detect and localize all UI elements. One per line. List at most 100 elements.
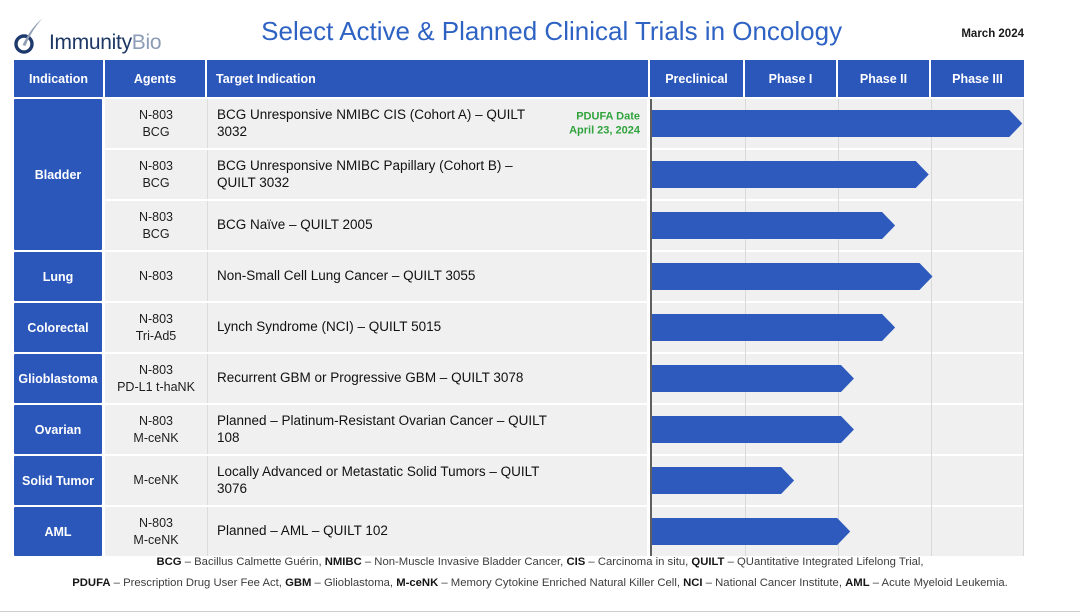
- target-indication-cell: Planned – Platinum-Resistant Ovarian Can…: [207, 405, 647, 454]
- phase-progress-bar: [652, 416, 854, 443]
- footnote-term: CIS: [566, 556, 586, 568]
- bottom-divider: [0, 611, 1080, 612]
- phase-chart-cell: [650, 507, 1024, 556]
- logo-wordmark: ImmunityBio: [49, 31, 162, 55]
- footnotes: BCG – Bacillus Calmette Guérin, NMIBC – …: [0, 556, 1080, 598]
- footnote-term: QUILT: [691, 556, 725, 568]
- indication-cell-bladder: Bladder: [14, 99, 102, 250]
- phase-gridline: [1023, 99, 1024, 556]
- phase-chart-cell: [650, 201, 1024, 250]
- agent-name: N-803: [138, 414, 174, 428]
- footnote-term: NMIBC: [324, 556, 362, 568]
- agent-name: N-803: [138, 269, 174, 284]
- page-title: Select Active & Planned Clinical Trials …: [261, 16, 843, 46]
- target-indication-cell: Recurrent GBM or Progressive GBM – QUILT…: [207, 354, 647, 403]
- phase-progress-bar: [652, 212, 895, 239]
- agents-cell: N-803 BCG: [105, 150, 207, 199]
- pdufa-date-note: PDUFA Date April 23, 2024: [569, 109, 640, 138]
- clinical-trials-table: Indication Agents Target Indication Preclin…: [14, 60, 1024, 556]
- phase-progress-bar: [652, 518, 850, 545]
- agent-name: BCG: [142, 175, 170, 190]
- indication-cell-solid-tumor: Solid Tumor: [14, 456, 102, 505]
- target-indication-cell: BCG Unresponsive NMIBC CIS (Cohort A) – …: [207, 99, 647, 148]
- column-header: Phase I: [745, 60, 838, 97]
- phase-chart-cell: [650, 303, 1024, 352]
- table-header-row: Indication Agents Target Indication Preclin…: [14, 60, 1024, 97]
- footnote-term: GBM: [285, 577, 312, 589]
- agents-cell: N-803: [105, 252, 207, 301]
- target-indication-cell: BCG Naïve – QUILT 2005: [207, 201, 647, 250]
- quill-circle-icon: [14, 18, 43, 54]
- column-header: Phase II: [838, 60, 931, 97]
- agents-cell: N-803 PD-L1 t-haNK: [105, 354, 207, 403]
- phase-progress-bar: [652, 110, 1022, 137]
- agent-name: N-803: [138, 108, 174, 122]
- agents-cell: N-803 BCG: [105, 201, 207, 250]
- indication-cell-ovarian: Ovarian: [14, 405, 102, 454]
- agent-name: N-803: [138, 312, 174, 326]
- trial-name: Recurrent GBM or Progressive GBM – QUILT…: [217, 370, 524, 386]
- agent-name: N-803: [138, 159, 174, 173]
- target-indication-cell: Locally Advanced or Metastatic Solid Tum…: [207, 456, 647, 505]
- column-header: Indication: [14, 60, 105, 97]
- footnote-line: PDUFA – Prescription Drug User Fee Act, …: [72, 577, 1008, 589]
- trial-name: Planned – Platinum-Resistant Ovarian Can…: [217, 413, 547, 445]
- agents-cell: N-803 M-ceNK: [105, 507, 207, 556]
- footnote-term: AML: [845, 577, 870, 589]
- indication-cell-colorectal: Colorectal: [14, 303, 102, 352]
- phase-chart-cell: [650, 456, 1024, 505]
- chart-axis-line: [650, 99, 652, 556]
- agents-cell: N-803 M-ceNK: [105, 405, 207, 454]
- agent-name: M-ceNK: [133, 532, 179, 547]
- phase-progress-bar: [652, 161, 929, 188]
- agent-name: N-803: [138, 363, 174, 377]
- pdufa-note-line: PDUFA Date: [576, 110, 640, 123]
- target-indication-cell: Lynch Syndrome (NCI) – QUILT 5015: [207, 303, 647, 352]
- phase-chart-cell: [650, 354, 1024, 403]
- agent-name: N-803: [138, 516, 174, 530]
- trial-name: Lynch Syndrome (NCI) – QUILT 5015: [217, 319, 442, 335]
- indication-cell-lung: Lung: [14, 252, 102, 301]
- logo-text-bio: Bio: [131, 31, 162, 54]
- agents-cell: N-803 Tri-Ad5: [105, 303, 207, 352]
- agent-name: Tri-Ad5: [135, 328, 177, 343]
- agent-name: BCG: [142, 124, 170, 139]
- column-header: Target Indication: [207, 60, 650, 97]
- phase-progress-bar: [652, 365, 854, 392]
- target-indication-cell: BCG Unresponsive NMIBC Papillary (Cohort…: [207, 150, 647, 199]
- footnote-term: M-ceNK: [396, 577, 439, 589]
- trial-name: BCG Unresponsive NMIBC CIS (Cohort A) – …: [217, 107, 525, 139]
- phase-chart-cell: [650, 150, 1024, 199]
- header: ImmunityBio Select Active & Planned Clin…: [0, 0, 1080, 60]
- phase-progress-bar: [652, 314, 895, 341]
- phase-chart-cell: [650, 252, 1024, 301]
- footnote-line: BCG – Bacillus Calmette Guérin, NMIBC – …: [156, 556, 924, 568]
- footnote-term: NCI: [683, 577, 703, 589]
- date-label: March 2024: [961, 28, 1024, 40]
- trial-name: Planned – AML – QUILT 102: [217, 523, 388, 539]
- column-header: Preclinical: [650, 60, 745, 97]
- trial-name: BCG Unresponsive NMIBC Papillary (Cohort…: [217, 158, 513, 190]
- logo-text-immunity: Immunity: [49, 31, 132, 54]
- phase-progress-bar: [652, 467, 794, 494]
- immunitybio-logo: ImmunityBio: [13, 17, 162, 55]
- phase-gridline: [931, 99, 932, 556]
- trial-name: Locally Advanced or Metastatic Solid Tum…: [217, 464, 540, 496]
- agents-cell: M-ceNK: [105, 456, 207, 505]
- agent-name: PD-L1 t-haNK: [117, 379, 195, 394]
- trial-name: BCG Naïve – QUILT 2005: [217, 217, 373, 233]
- indication-cell-aml: AML: [14, 507, 102, 556]
- pdufa-note-line: April 23, 2024: [569, 124, 640, 137]
- trial-name: Non-Small Cell Lung Cancer – QUILT 3055: [217, 268, 476, 284]
- target-indication-cell: Planned – AML – QUILT 102: [207, 507, 647, 556]
- column-header: Agents: [105, 60, 207, 97]
- phase-chart-cell: [650, 99, 1024, 148]
- agent-name: BCG: [142, 226, 170, 241]
- phase-chart-cell: [650, 405, 1024, 454]
- agent-name: M-ceNK: [133, 430, 179, 445]
- target-indication-cell: Non-Small Cell Lung Cancer – QUILT 3055: [207, 252, 647, 301]
- agents-cell: N-803 BCG: [105, 99, 207, 148]
- footnote-term: PDUFA: [72, 577, 111, 589]
- table-body: Bladder N-803 BCG BCG Unresponsive NMIBC CI…: [14, 99, 1024, 556]
